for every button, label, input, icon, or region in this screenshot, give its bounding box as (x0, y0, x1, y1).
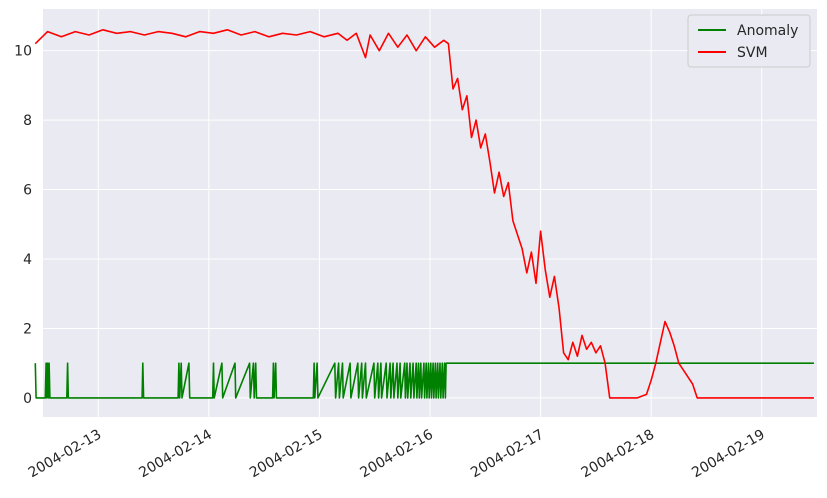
series-layer (34, 29, 814, 399)
y-tick-label: 10 (14, 44, 32, 60)
y-tick-label: 2 (23, 321, 32, 337)
legend-box (687, 14, 811, 68)
x-tick-label: 2004-02-15 (247, 427, 325, 482)
x-tick-label: 2004-02-17 (468, 427, 546, 482)
x-axis: 2004-02-13 2004-02-14 2004-02-15 2004-02-16… (26, 427, 768, 482)
y-tick-label: 8 (23, 113, 32, 129)
legend: Anomaly SVM (687, 14, 811, 68)
legend-label-svm: SVM (737, 45, 768, 61)
y-axis: 0 2 4 6 8 10 (14, 44, 32, 407)
x-tick-label: 2004-02-13 (26, 427, 104, 482)
y-tick-label: 4 (23, 252, 32, 268)
x-tick-label: 2004-02-18 (579, 427, 657, 482)
y-tick-label: 6 (23, 183, 32, 199)
x-tick-label: 2004-02-19 (689, 427, 767, 482)
x-tick-label: 2004-02-16 (358, 427, 437, 482)
y-tick-label: 0 (23, 391, 32, 407)
series-line-anomaly (34, 362, 814, 399)
series-line-svm (34, 29, 814, 399)
x-tick-label: 2004-02-14 (136, 427, 215, 482)
grid (43, 9, 817, 417)
legend-label-anomaly: Anomaly (737, 23, 798, 39)
